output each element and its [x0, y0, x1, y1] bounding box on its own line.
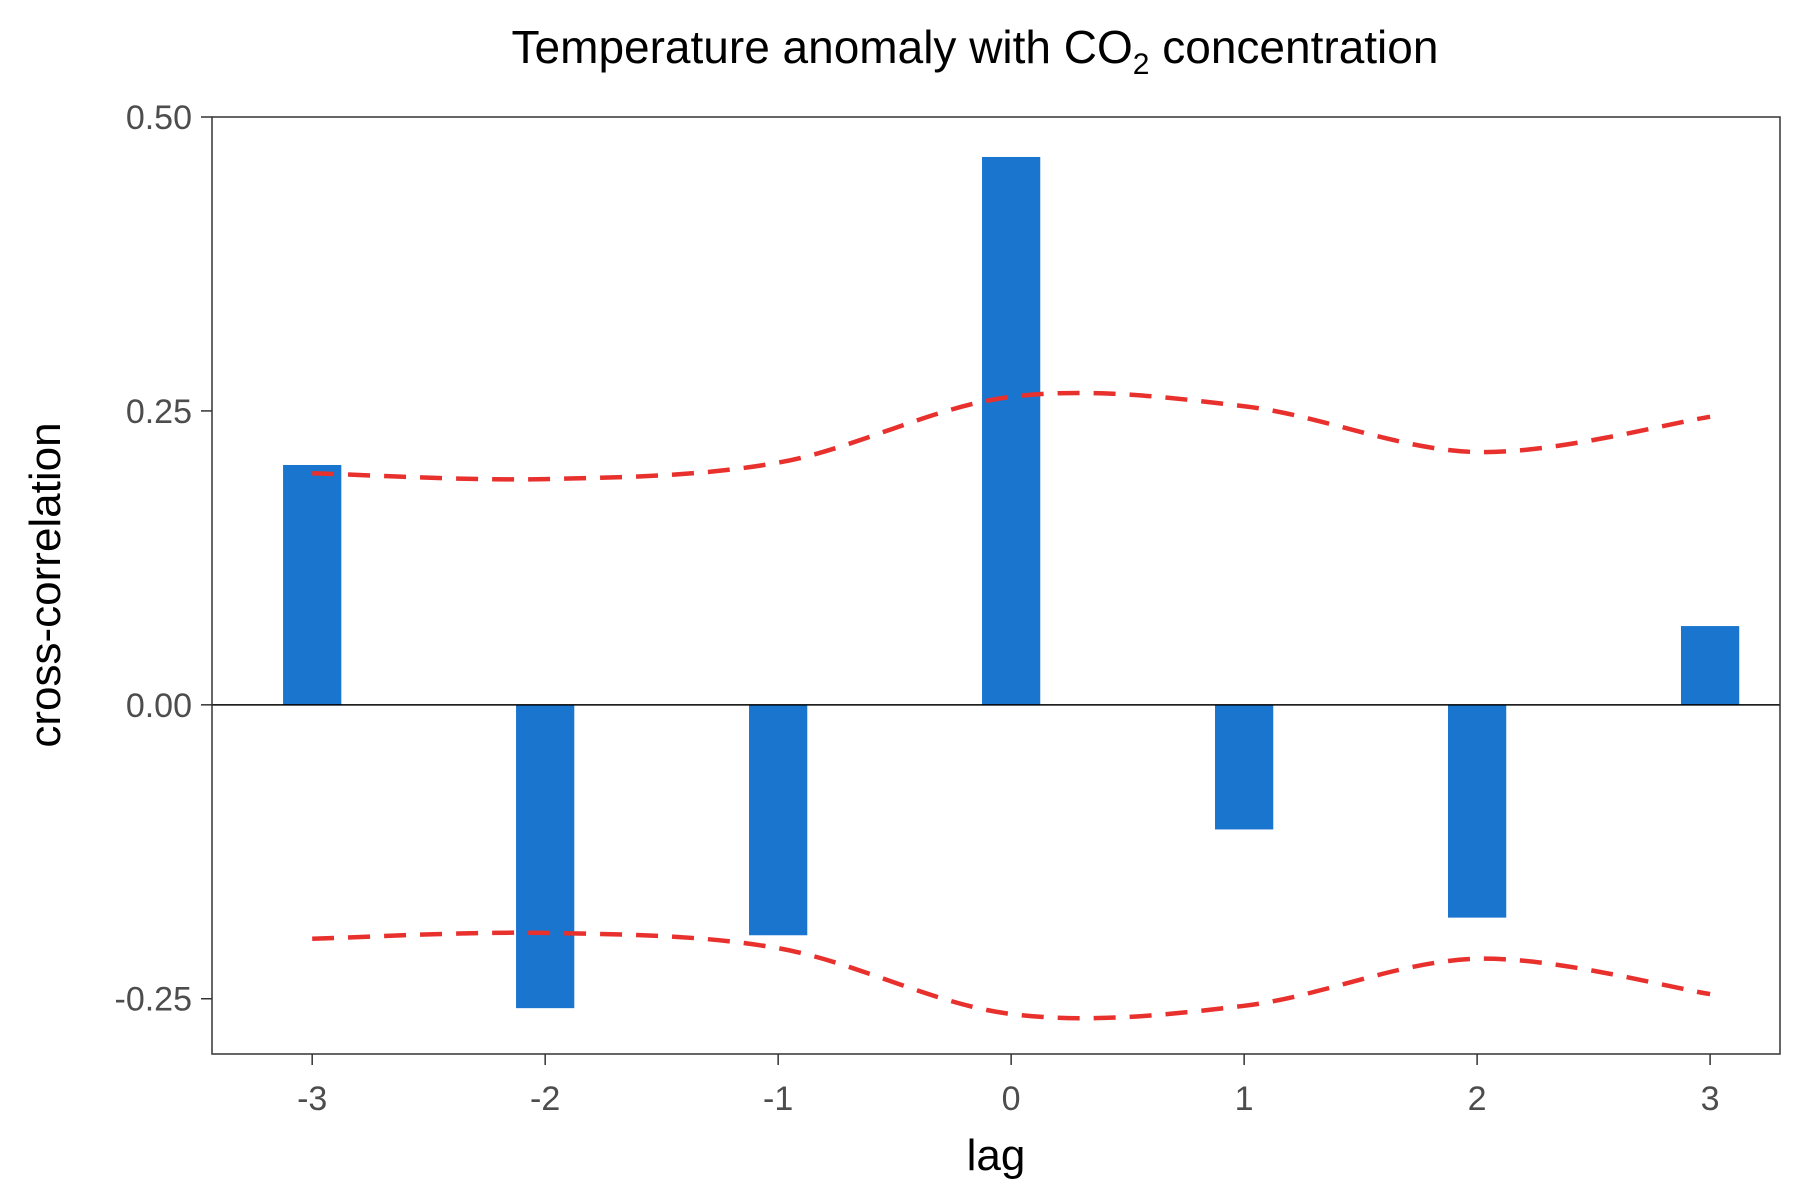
- y-tick-label: 0.50: [126, 99, 192, 137]
- x-axis: -3 -2 -1 0 1 2 3: [297, 1054, 1720, 1118]
- chart-title: Temperature anomaly with CO2 concentrati…: [512, 21, 1439, 81]
- bar-lag-0: [982, 156, 1041, 705]
- x-tick-label: -2: [530, 1080, 560, 1118]
- bar-lag--1: [749, 704, 808, 936]
- lower-confidence-line: [312, 930, 1711, 1021]
- y-axis: -0.25 0.00 0.25 0.50: [115, 99, 212, 1019]
- x-tick-label: -3: [297, 1080, 327, 1118]
- x-axis-title: lag: [967, 1131, 1026, 1180]
- y-tick-label: -0.25: [115, 981, 193, 1019]
- x-tick-label: 2: [1468, 1080, 1487, 1118]
- bar-lag-1: [1215, 704, 1274, 830]
- bar-lag-2: [1447, 704, 1507, 918]
- plot-panel-border: [211, 116, 1781, 1055]
- bar-lag-3: [1680, 626, 1740, 705]
- x-tick-label: -1: [763, 1080, 793, 1118]
- confidence-bounds: [312, 390, 1711, 1021]
- bar-lag--3: [283, 464, 342, 705]
- bar-lag--2: [516, 704, 575, 1009]
- bars-group: [283, 156, 1740, 1009]
- x-tick-label: 0: [1002, 1080, 1021, 1118]
- upper-confidence-line: [312, 390, 1711, 482]
- y-tick-label: 0.00: [126, 687, 192, 725]
- x-tick-label: 1: [1235, 1080, 1254, 1118]
- y-axis-title: cross-correlation: [21, 422, 70, 747]
- x-tick-label: 3: [1701, 1080, 1720, 1118]
- y-tick-label: 0.25: [126, 393, 192, 431]
